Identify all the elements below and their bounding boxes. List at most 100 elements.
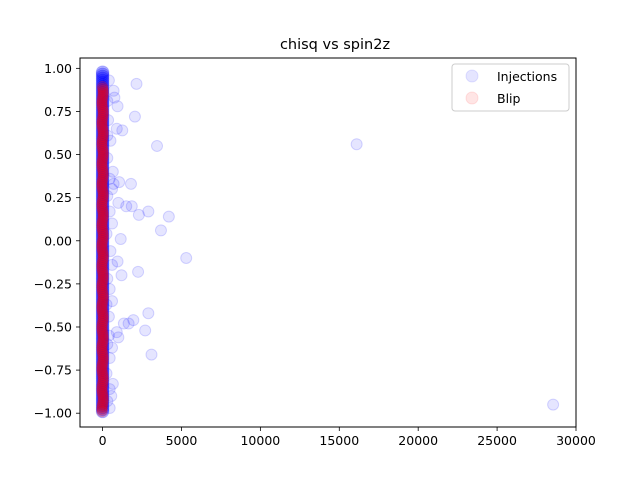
y-tick-label: −0.25 — [34, 276, 72, 291]
injection-point — [95, 266, 110, 280]
injection-point — [95, 214, 110, 228]
blip-point — [96, 275, 109, 287]
blip-point — [97, 209, 109, 221]
blip-point — [96, 99, 108, 111]
injection-point — [95, 344, 110, 359]
injection-point — [101, 272, 114, 285]
blip-point — [97, 145, 109, 157]
injection-point — [95, 152, 110, 166]
blip-point — [96, 182, 108, 194]
blip-point — [97, 149, 109, 161]
injection-point — [95, 197, 110, 212]
injection-point — [103, 383, 116, 396]
blip-point — [96, 327, 109, 339]
blip-point — [97, 252, 109, 265]
blip-point — [97, 126, 109, 138]
blip-point — [96, 138, 108, 151]
injection-point — [106, 341, 119, 354]
legend-box — [451, 63, 570, 112]
injection-point — [124, 177, 137, 190]
blip-point — [97, 213, 109, 225]
blip-point — [97, 356, 109, 368]
injection-point — [112, 331, 125, 344]
injection-point — [95, 135, 110, 150]
injection-point — [95, 144, 110, 158]
injection-point — [101, 129, 114, 142]
injection-point — [101, 338, 114, 351]
injection-point — [117, 317, 130, 330]
blip-point — [96, 142, 109, 155]
injection-point — [95, 115, 110, 129]
injection-point — [95, 129, 110, 143]
injection-point — [180, 252, 193, 265]
injection-point — [104, 245, 117, 258]
blip-point — [97, 231, 109, 244]
y-tick-label: −1.00 — [34, 406, 72, 421]
blip-point — [97, 207, 109, 219]
injection-point — [95, 121, 110, 135]
legend-label-blip: Blip — [497, 91, 521, 106]
blip-point — [97, 335, 109, 347]
x-axis: 0 5000 10000 15000 20000 25000 30000 — [99, 427, 596, 448]
injection-point — [112, 196, 125, 209]
injection-point — [95, 208, 110, 222]
injection-point — [95, 384, 110, 398]
blip-point — [97, 192, 109, 205]
injection-point — [95, 367, 110, 381]
injection-point — [95, 125, 110, 139]
blip-point — [96, 215, 109, 227]
injection-point — [101, 152, 114, 165]
blip-point — [96, 118, 108, 130]
injection-point — [95, 319, 110, 334]
blip-point — [97, 225, 109, 238]
injection-point — [95, 371, 110, 386]
blip-point — [96, 265, 109, 277]
injection-point — [95, 278, 110, 292]
injection-point — [95, 243, 110, 257]
legend-label-injections: Injections — [497, 69, 557, 84]
blip-point — [96, 80, 109, 93]
blip-point — [97, 151, 109, 163]
injection-point — [132, 208, 145, 221]
blip-point — [97, 128, 109, 140]
blip-point — [97, 273, 109, 285]
injection-point — [95, 67, 110, 81]
y-tick-label: 1.00 — [44, 61, 72, 76]
injection-point — [95, 175, 110, 189]
injection-point — [95, 324, 110, 338]
injection-point — [95, 233, 110, 247]
injection-point — [95, 359, 110, 373]
blip-point — [96, 258, 108, 271]
injection-point — [102, 74, 115, 87]
blip-point — [96, 116, 108, 128]
blip-point — [96, 366, 109, 378]
injection-point — [95, 392, 110, 406]
injection-point — [95, 141, 110, 156]
injection-point — [111, 255, 124, 268]
injection-point — [95, 146, 110, 160]
y-tick-label: 0.50 — [44, 147, 72, 162]
blip-point — [96, 383, 108, 395]
blip-point — [96, 298, 108, 310]
blip-point — [97, 229, 109, 242]
injection-point — [95, 247, 110, 261]
injection-point — [95, 228, 110, 243]
blip-point — [97, 372, 109, 385]
blip-point — [96, 114, 108, 126]
injection-point — [95, 88, 110, 102]
injection-point — [95, 177, 110, 191]
blip-point — [96, 380, 108, 393]
blip-point — [96, 244, 109, 256]
blip-point — [96, 223, 109, 236]
injection-point — [114, 233, 127, 246]
injection-point — [95, 342, 110, 357]
injection-point — [95, 160, 110, 175]
blip-point — [96, 343, 108, 356]
blip-point — [96, 337, 109, 349]
injection-point — [106, 295, 119, 308]
blip-point — [96, 97, 108, 109]
blip-point — [96, 238, 108, 250]
blip-point — [96, 364, 108, 376]
injection-point — [104, 134, 117, 147]
blip-point — [96, 242, 108, 254]
